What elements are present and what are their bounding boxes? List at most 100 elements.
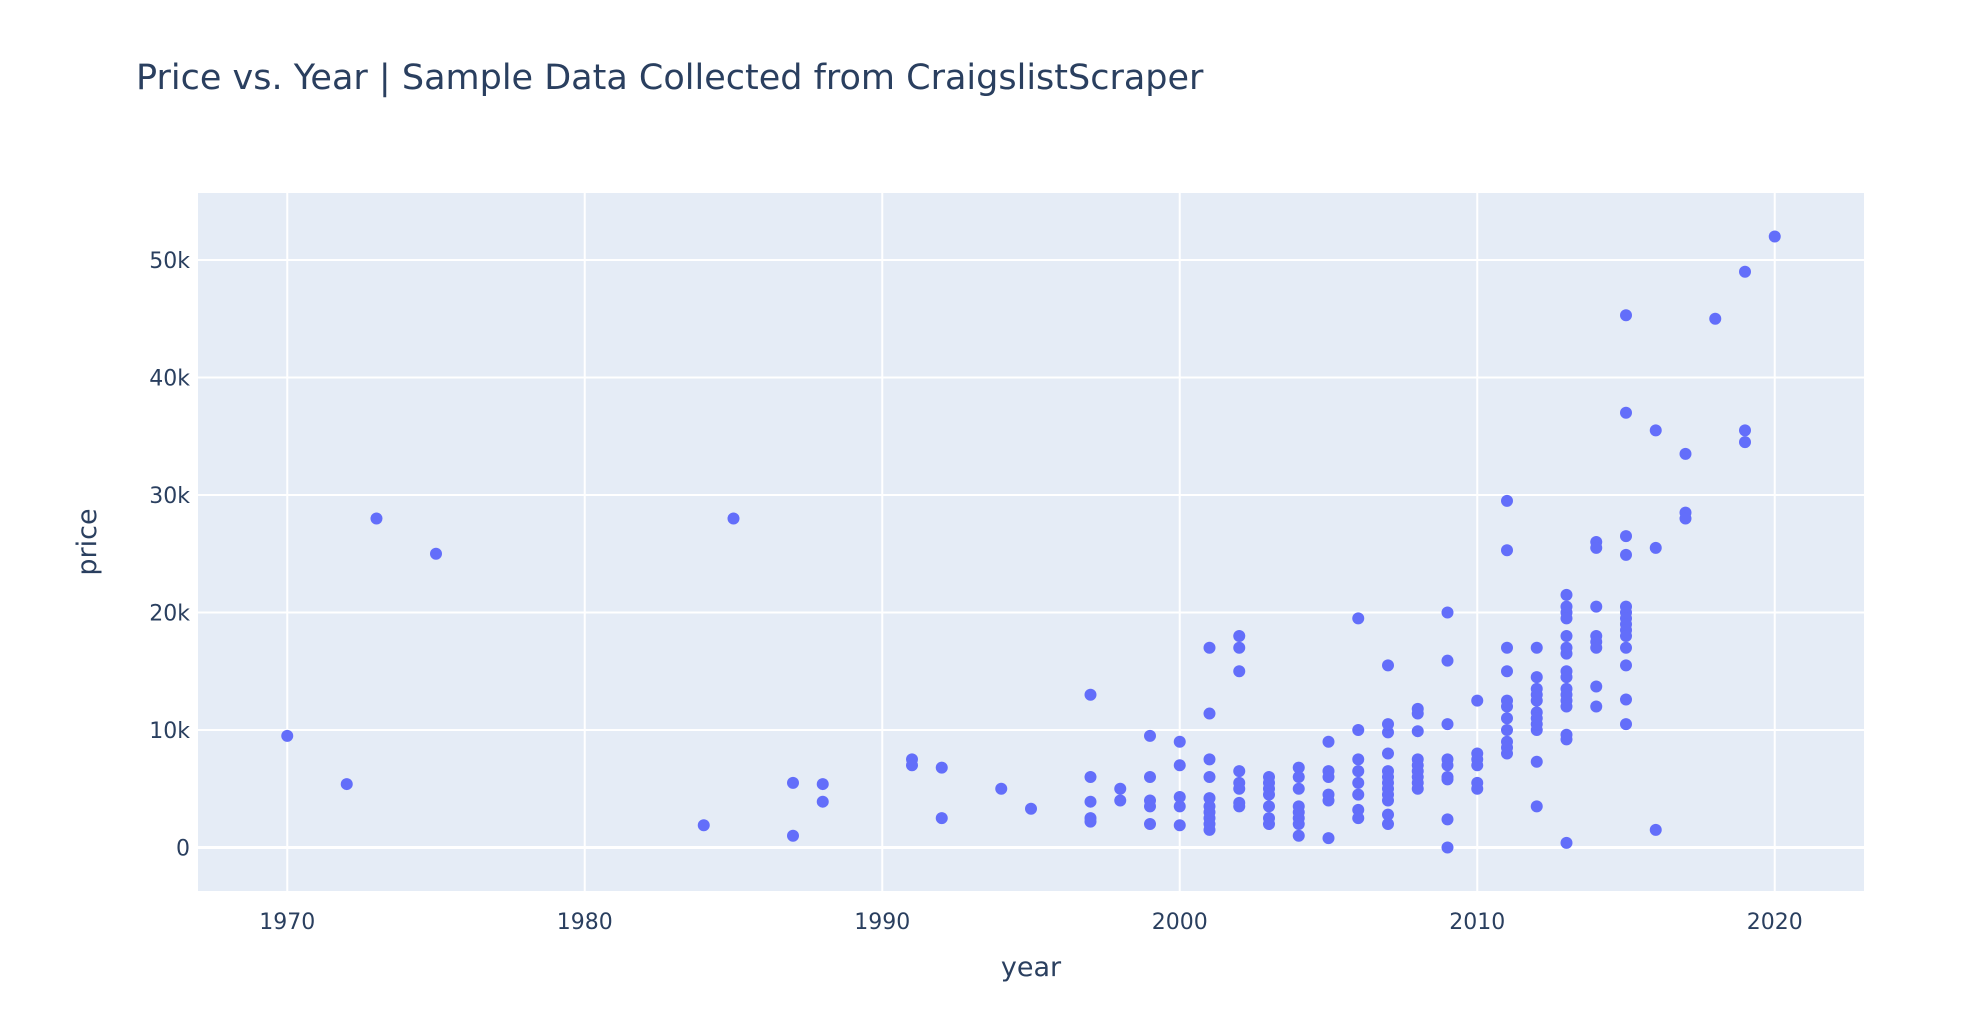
data-point bbox=[1560, 700, 1573, 713]
data-point bbox=[1203, 823, 1216, 836]
x-tick-label: 1980 bbox=[557, 910, 613, 935]
data-points bbox=[281, 230, 1781, 854]
data-point bbox=[1173, 790, 1186, 803]
x-tick-label: 1970 bbox=[259, 910, 315, 935]
data-point bbox=[1590, 600, 1603, 613]
data-point bbox=[1739, 436, 1751, 449]
data-point bbox=[1203, 771, 1216, 784]
y-axis-title: price bbox=[72, 508, 103, 575]
data-point bbox=[1233, 765, 1246, 778]
data-point bbox=[1084, 815, 1097, 828]
data-point bbox=[1501, 712, 1513, 725]
data-point bbox=[1144, 771, 1156, 784]
data-point bbox=[1560, 647, 1573, 660]
y-tick-label: 0 bbox=[176, 837, 190, 862]
data-point bbox=[1411, 707, 1424, 720]
data-point bbox=[1352, 753, 1365, 766]
y-tick-label: 40k bbox=[149, 366, 190, 391]
data-point bbox=[1649, 424, 1662, 437]
data-point bbox=[1144, 729, 1156, 742]
data-point bbox=[1530, 694, 1543, 707]
y-tick-label: 20k bbox=[149, 602, 190, 627]
data-point bbox=[1233, 665, 1246, 678]
x-tick-label: 2010 bbox=[1449, 910, 1505, 935]
data-point bbox=[1471, 759, 1484, 772]
data-point bbox=[1560, 836, 1573, 849]
data-point bbox=[1649, 823, 1662, 836]
x-axis-title: year bbox=[1001, 952, 1062, 983]
data-point bbox=[1679, 447, 1692, 460]
data-point bbox=[1441, 718, 1454, 731]
data-point bbox=[1501, 700, 1513, 713]
data-point bbox=[1173, 759, 1186, 772]
data-point bbox=[1382, 726, 1394, 739]
data-point bbox=[1382, 747, 1394, 760]
y-tick-label: 50k bbox=[149, 249, 190, 274]
data-point bbox=[1471, 782, 1484, 795]
data-point bbox=[1530, 641, 1543, 654]
data-point bbox=[1620, 659, 1632, 672]
x-tick-label: 2020 bbox=[1747, 910, 1803, 935]
data-point bbox=[1411, 782, 1424, 795]
data-point bbox=[1233, 782, 1246, 795]
data-point bbox=[1352, 812, 1365, 825]
data-point bbox=[1292, 771, 1305, 784]
data-point bbox=[1263, 788, 1275, 801]
data-point bbox=[1620, 641, 1632, 654]
data-point bbox=[1322, 735, 1335, 748]
data-point bbox=[1292, 782, 1305, 795]
data-point bbox=[787, 776, 799, 789]
data-point bbox=[727, 512, 740, 525]
data-point bbox=[1560, 671, 1573, 684]
data-point bbox=[1501, 724, 1513, 737]
data-point bbox=[1173, 800, 1186, 813]
data-point bbox=[1263, 818, 1275, 831]
data-point bbox=[1590, 541, 1603, 554]
data-point bbox=[1292, 818, 1305, 831]
data-point bbox=[816, 795, 829, 808]
data-point bbox=[1768, 230, 1781, 243]
data-point bbox=[935, 812, 948, 825]
data-point bbox=[1382, 794, 1394, 807]
data-point bbox=[1025, 802, 1037, 815]
data-point bbox=[370, 512, 383, 525]
plot-area bbox=[198, 193, 1864, 891]
data-point bbox=[1560, 630, 1573, 643]
data-point bbox=[1263, 800, 1275, 813]
data-point bbox=[1739, 424, 1751, 437]
data-point bbox=[1620, 630, 1632, 643]
data-point bbox=[1382, 808, 1394, 821]
data-point bbox=[1501, 747, 1513, 760]
data-point bbox=[1620, 548, 1632, 561]
data-point bbox=[787, 829, 799, 842]
data-point bbox=[906, 759, 918, 772]
data-point bbox=[1292, 829, 1305, 842]
data-point bbox=[1203, 707, 1216, 720]
data-point bbox=[1441, 773, 1454, 786]
data-point bbox=[1352, 765, 1365, 778]
y-axis-ticks: 0 10k 20k 30k 40k 50k bbox=[149, 249, 190, 862]
data-point bbox=[1501, 494, 1513, 507]
data-point bbox=[1352, 788, 1365, 801]
data-point bbox=[1233, 630, 1246, 643]
data-point bbox=[1620, 530, 1632, 543]
data-point bbox=[1322, 771, 1335, 784]
data-point bbox=[1382, 718, 1394, 731]
data-point bbox=[1173, 735, 1186, 748]
data-point bbox=[1144, 800, 1156, 813]
data-point bbox=[935, 761, 948, 774]
data-point bbox=[1203, 792, 1216, 805]
data-point bbox=[1501, 641, 1513, 654]
data-point bbox=[1530, 724, 1543, 737]
data-point bbox=[340, 778, 353, 791]
data-point bbox=[1203, 753, 1216, 766]
data-point bbox=[1084, 771, 1097, 784]
data-point bbox=[1203, 641, 1216, 654]
data-point bbox=[1441, 841, 1454, 854]
data-point bbox=[995, 782, 1008, 795]
data-point bbox=[1292, 761, 1305, 774]
data-point bbox=[1233, 641, 1246, 654]
y-tick-label: 10k bbox=[149, 719, 190, 744]
chart-title: Price vs. Year | Sample Data Collected f… bbox=[136, 58, 1204, 98]
data-point bbox=[1084, 688, 1097, 701]
